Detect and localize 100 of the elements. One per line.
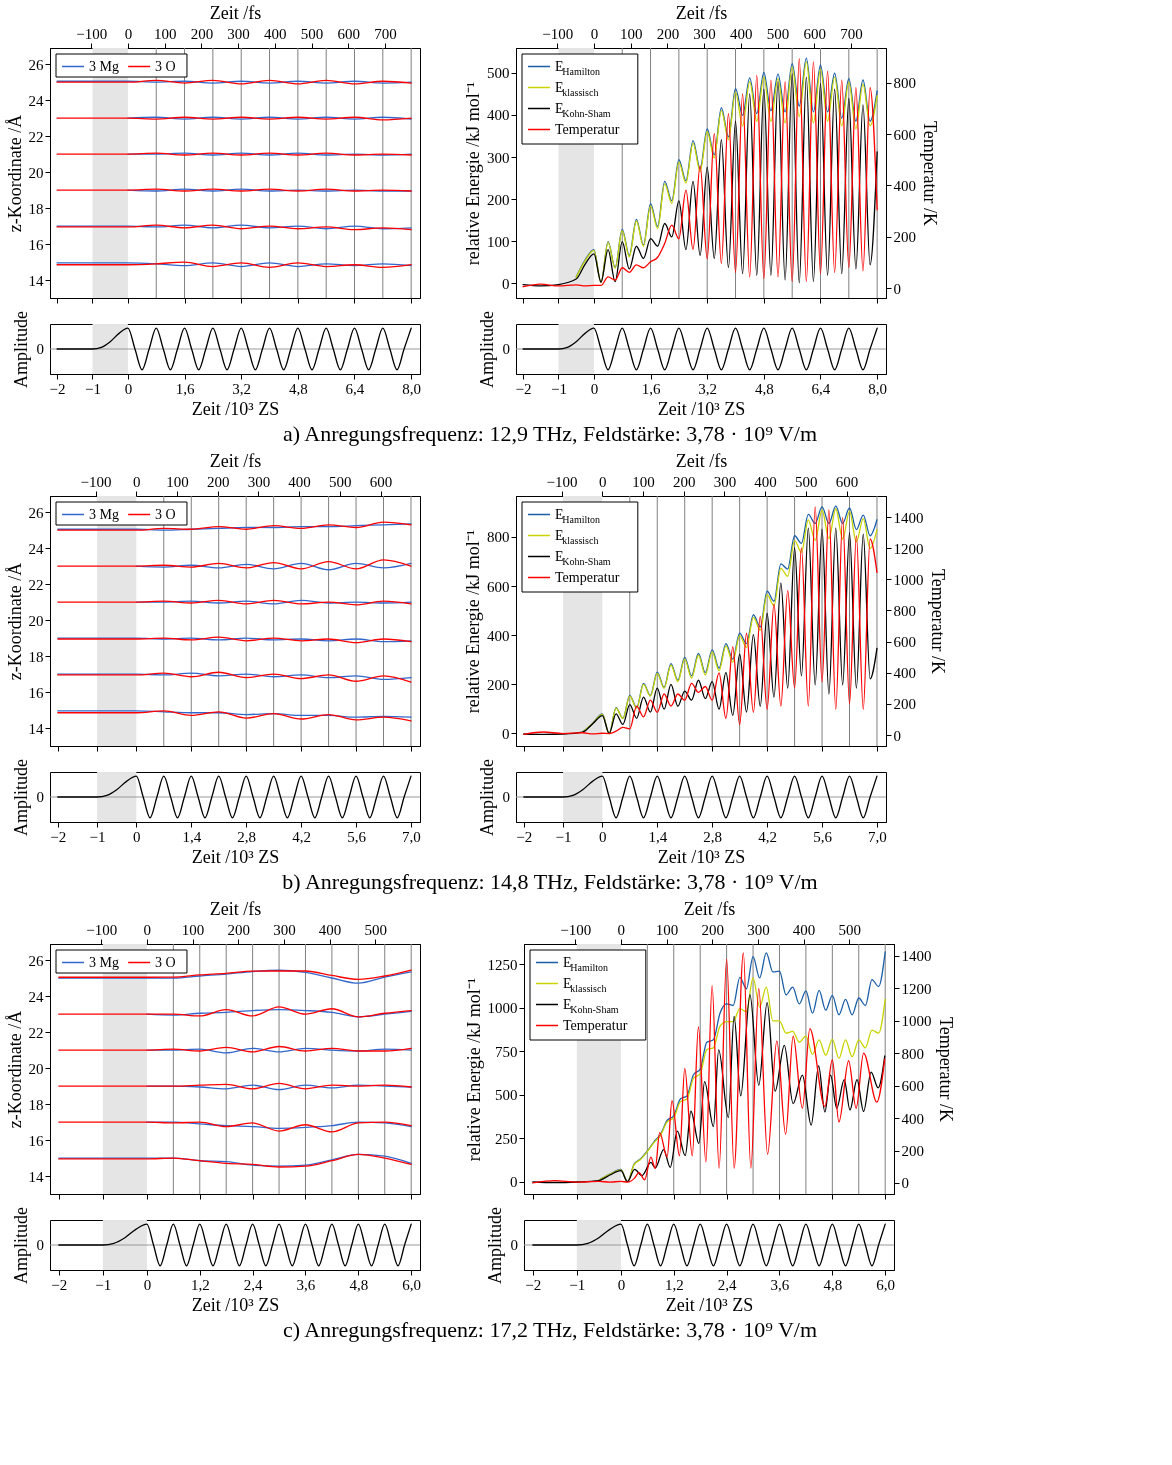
x2-tick-label: 400 <box>318 921 342 938</box>
y-axis-title: z-Koordinate /Å <box>4 114 25 233</box>
x2-tick-label: 100 <box>655 921 679 938</box>
y2-tick-label: 0 <box>893 727 901 744</box>
y-tick-label: 250 <box>495 1130 518 1147</box>
y-tick-label: 20 <box>28 1060 44 1077</box>
y-tick-label: 750 <box>495 1043 518 1060</box>
x-tick-label: 1,2 <box>190 1276 210 1293</box>
line-series <box>532 952 886 1184</box>
x2-axis-title: Zeit /fs <box>683 898 736 919</box>
y-tick-label: 26 <box>28 952 44 969</box>
x2-tick-label: 700 <box>840 25 863 42</box>
x2-tick-label: 0 <box>143 921 152 938</box>
x-tick-label: −1 <box>85 380 101 397</box>
y-tick-label: 0 <box>502 725 510 742</box>
x2-tick-label: 200 <box>206 473 230 490</box>
y-axis-title: relative Energie /kJ mol⁻¹ <box>463 81 483 266</box>
y-tick-label: 24 <box>28 92 44 109</box>
x-tick-label: 0 <box>599 828 607 845</box>
x2-tick-label: 500 <box>300 25 324 42</box>
x-tick-label: 7,0 <box>868 828 887 845</box>
y-tick-label: 22 <box>28 128 44 145</box>
y2-tick-label: 1000 <box>893 571 924 588</box>
y-tick-label: 18 <box>28 200 44 217</box>
y-axis-title: Amplitude <box>476 759 497 836</box>
x-tick-label: −2 <box>51 1276 68 1293</box>
x2-tick-label: 400 <box>288 473 311 490</box>
legend-label: 3 Mg <box>89 58 119 74</box>
y-axis-title: z-Koordinate /Å <box>4 1010 25 1129</box>
x2-tick-label: 100 <box>166 473 189 490</box>
x-tick-label: 6,4 <box>811 380 831 397</box>
x2-tick-label: 300 <box>227 25 250 42</box>
x2-tick-label: 200 <box>190 25 214 42</box>
x-tick-label: 5,6 <box>347 828 367 845</box>
x-tick-label: 6,0 <box>402 1276 422 1293</box>
x2-tick-label: −100 <box>80 473 112 490</box>
y2-tick-label: 600 <box>901 1078 924 1095</box>
x-tick-label: 1,4 <box>182 828 202 845</box>
line-series <box>57 710 412 722</box>
x-tick-label: 2,4 <box>717 1276 737 1293</box>
text: c) Anregungsfrequenz: 17,2 THz, Feldstärke: 3,78 · 10⁹ V/m <box>282 1317 818 1342</box>
y2-tick-label: 1400 <box>893 509 924 526</box>
x2-tick-label: −100 <box>86 921 118 938</box>
y-tick-label: 16 <box>28 684 44 701</box>
y2-tick-label: 1200 <box>893 540 924 557</box>
x2-tick-label: 600 <box>369 473 393 490</box>
y-tick-label: 500 <box>487 65 510 82</box>
x-tick-label: −2 <box>525 1276 542 1293</box>
x-tick-label: −1 <box>89 828 106 845</box>
x2-tick-label: 0 <box>599 473 607 490</box>
x-tick-label: 2,4 <box>243 1276 263 1293</box>
text: a) Anregungsfrequenz: 12,9 THz, Feldstärke: 3,78 · 10⁹ V/m <box>282 421 818 446</box>
y-tick-label: 200 <box>487 191 510 208</box>
x2-tick-label: 700 <box>374 25 397 42</box>
x2-axis-title: Zeit /fs <box>209 898 262 919</box>
y2-tick-label: 600 <box>893 634 916 651</box>
x2-tick-label: 100 <box>632 473 655 490</box>
y-tick-label: 0 <box>502 275 510 292</box>
x-tick-label: −2 <box>50 828 67 845</box>
legend-label: 3 O <box>155 58 176 74</box>
x2-tick-label: 0 <box>590 25 599 42</box>
legend-label: 3 Mg <box>89 954 119 970</box>
x-tick-label: 1,4 <box>648 828 668 845</box>
y2-tick-label: 800 <box>893 602 916 619</box>
y-tick-label: 600 <box>487 578 510 595</box>
y-tick-label: 16 <box>28 1132 44 1149</box>
x2-tick-label: 300 <box>273 921 296 938</box>
x-tick-label: −1 <box>551 380 567 397</box>
y-tick-label: 800 <box>487 529 510 546</box>
y2-axis-title: Temperatur /K <box>920 120 940 227</box>
legend-label: 3 Mg <box>89 506 119 522</box>
x2-tick-label: 600 <box>835 473 859 490</box>
y-axis-title: relative Energie /kJ mol⁻¹ <box>463 977 484 1162</box>
x2-tick-label: 100 <box>619 25 643 42</box>
y-tick-label: 300 <box>487 149 510 166</box>
x-tick-label: −2 <box>516 828 533 845</box>
x2-tick-label: 400 <box>264 25 287 42</box>
y-tick-label: 400 <box>487 627 510 644</box>
y-axis-title: Amplitude <box>476 311 497 388</box>
legend-label: Temperatur <box>555 121 620 137</box>
x2-tick-label: 500 <box>329 473 352 490</box>
y2-axis-title: Temperatur /K <box>927 568 948 675</box>
y2-tick-label: 200 <box>893 696 916 713</box>
line-series <box>57 559 412 570</box>
x2-tick-label: −100 <box>542 25 574 42</box>
x-tick-label: 4,2 <box>758 828 777 845</box>
y2-tick-label: 400 <box>893 665 916 682</box>
x-axis-title: Zeit /10³ ZS <box>657 846 746 867</box>
x2-axis-title: Zeit /fs <box>675 450 728 471</box>
line-series <box>58 1006 412 1018</box>
x-tick-label: −2 <box>49 380 66 397</box>
x-tick-label: −1 <box>95 1276 112 1293</box>
x-tick-label: −1 <box>569 1276 586 1293</box>
x2-tick-label: 0 <box>617 921 626 938</box>
y2-tick-label: 1000 <box>901 1013 932 1030</box>
y-tick-label: 26 <box>28 504 44 521</box>
y-tick-label: 20 <box>28 164 44 181</box>
x-tick-label: 7,0 <box>402 828 421 845</box>
y-tick-label: 500 <box>495 1087 518 1104</box>
x2-axis-title: Zeit /fs <box>675 2 728 23</box>
